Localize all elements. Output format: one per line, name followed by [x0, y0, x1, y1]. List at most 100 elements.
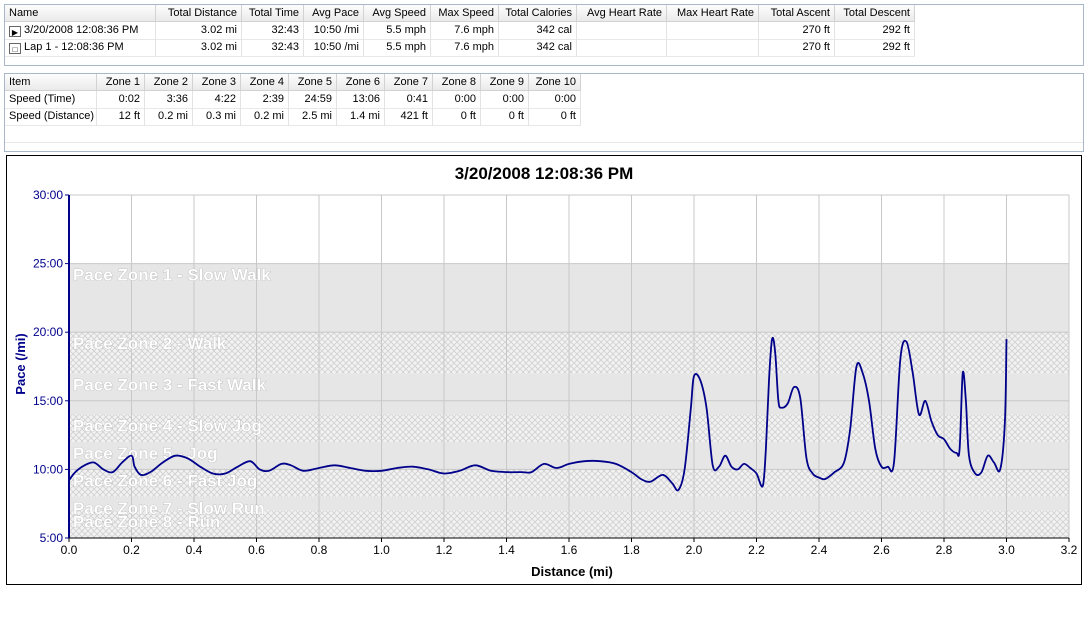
pace-zone-labels: Pace Zone 1 - Slow Walk Pace Zone 2 - Wal…: [73, 265, 272, 532]
cell-item: Speed (Distance): [5, 108, 97, 125]
cell-total-ascent: 270 ft: [759, 22, 835, 39]
x-tick-label: 2.4: [811, 543, 828, 557]
cell-zone-3: 4:22: [193, 91, 241, 108]
summary-header-row: Name Total Distance Total Time Avg Pace …: [5, 5, 915, 22]
cell-max-heart-rate: [667, 22, 759, 39]
x-tick-label: 3.2: [1061, 543, 1078, 557]
cell-name: □ Lap 1 - 12:08:36 PM: [5, 39, 156, 56]
x-tick-label: 1.8: [623, 543, 640, 557]
col-header-total-time[interactable]: Total Time: [242, 5, 304, 22]
pace-zone-label-8: Pace Zone 8 - Run: [73, 513, 220, 532]
cell-total-distance: 3.02 mi: [156, 22, 242, 39]
col-header-avg-speed[interactable]: Avg Speed: [364, 5, 431, 22]
pace-zone-label-5: Pace Zone 5 - Jog: [73, 444, 218, 463]
y-tick-label: 5:00: [40, 531, 64, 545]
cell-zone-9: 0 ft: [481, 108, 529, 125]
pace-zone-label-6: Pace Zone 6 - Fast Jog: [73, 471, 257, 490]
pace-zone-label-3: Pace Zone 3 - Fast Walk: [73, 375, 267, 394]
table-row[interactable]: Speed (Distance) 12 ft 0.2 mi 0.3 mi 0.2…: [5, 108, 581, 126]
col-header-total-ascent[interactable]: Total Ascent: [759, 5, 835, 22]
y-tick-label: 10:00: [33, 462, 63, 476]
summary-table: Name Total Distance Total Time Avg Pace …: [4, 4, 1084, 66]
chart-tick-labels: 0.0 0.2 0.4 0.6 0.8 1.0 1.2 1.4 1.6 1.8 2.0 2.2 2.4 2…: [33, 188, 1078, 557]
col-header-item[interactable]: Item: [5, 74, 97, 91]
col-header-zone-10[interactable]: Zone 10: [529, 74, 581, 91]
pace-zone-label-1: Pace Zone 1 - Slow Walk: [73, 266, 271, 285]
col-header-total-calories[interactable]: Total Calories: [499, 5, 577, 22]
x-tick-label: 3.0: [998, 543, 1015, 557]
cell-max-speed: 7.6 mph: [431, 39, 499, 56]
cell-zone-3: 0.3 mi: [193, 108, 241, 125]
cell-avg-heart-rate: [577, 39, 667, 56]
pace-zone-label-7: Pace Zone 7 - Slow Run: [73, 499, 265, 518]
pace-chart-panel[interactable]: 3/20/2008 12:08:36 PM Pace Zone 1 - Slow…: [6, 155, 1082, 585]
col-header-zone-8[interactable]: Zone 8: [433, 74, 481, 91]
table-row[interactable]: □ Lap 1 - 12:08:36 PM 3.02 mi 32:43 10:50…: [5, 39, 915, 57]
table-row[interactable]: Speed (Time) 0:02 3:36 4:22 2:39 24:59 1…: [5, 91, 581, 109]
cell-zone-2: 3:36: [145, 91, 193, 108]
cell-zone-5: 2.5 mi: [289, 108, 337, 125]
col-header-zone-9[interactable]: Zone 9: [481, 74, 529, 91]
cell-total-calories: 342 cal: [499, 22, 577, 39]
cell-total-time: 32:43: [242, 22, 304, 39]
cell-zone-10: 0 ft: [529, 108, 581, 125]
cell-zone-1: 12 ft: [97, 108, 145, 125]
col-header-total-distance[interactable]: Total Distance: [156, 5, 242, 22]
col-header-max-heart-rate[interactable]: Max Heart Rate: [667, 5, 759, 22]
x-axis-label: Distance (mi): [531, 564, 613, 579]
empty-row: [5, 125, 1083, 143]
y-tick-label: 25:00: [33, 257, 63, 271]
x-tick-label: 0.0: [61, 543, 78, 557]
cell-zone-6: 13:06: [337, 91, 385, 108]
cell-zone-9: 0:00: [481, 91, 529, 108]
col-header-zone-6[interactable]: Zone 6: [337, 74, 385, 91]
run-icon: ▶: [9, 26, 21, 37]
cell-zone-7: 421 ft: [385, 108, 433, 125]
cell-zone-10: 0:00: [529, 91, 581, 108]
cell-zone-2: 0.2 mi: [145, 108, 193, 125]
col-header-zone-3[interactable]: Zone 3: [193, 74, 241, 91]
cell-avg-speed: 5.5 mph: [364, 22, 431, 39]
x-tick-label: 1.2: [436, 543, 453, 557]
cell-zone-8: 0 ft: [433, 108, 481, 125]
chart-title: 3/20/2008 12:08:36 PM: [455, 164, 634, 183]
col-header-total-descent[interactable]: Total Descent: [835, 5, 915, 22]
col-header-name[interactable]: Name: [5, 5, 156, 22]
col-header-zone-5[interactable]: Zone 5: [289, 74, 337, 91]
col-header-zone-4[interactable]: Zone 4: [241, 74, 289, 91]
x-tick-label: 1.6: [561, 543, 578, 557]
col-header-avg-heart-rate[interactable]: Avg Heart Rate: [577, 5, 667, 22]
cell-avg-speed: 5.5 mph: [364, 39, 431, 56]
y-tick-label: 30:00: [33, 188, 63, 202]
zone-table: Item Zone 1 Zone 2 Zone 3 Zone 4 Zone 5 …: [4, 73, 1084, 152]
pace-zone-label-2: Pace Zone 2 - Walk: [73, 334, 227, 353]
pace-series-line: [68, 336, 1008, 492]
y-tick-label: 20:00: [33, 325, 63, 339]
col-header-zone-1[interactable]: Zone 1: [97, 74, 145, 91]
cell-name: ▶ 3/20/2008 12:08:36 PM: [5, 22, 156, 39]
cell-zone-7: 0:41: [385, 91, 433, 108]
y-tick-label: 15:00: [33, 394, 63, 408]
cell-total-ascent: 270 ft: [759, 39, 835, 56]
x-tick-label: 2.0: [686, 543, 703, 557]
col-header-avg-pace[interactable]: Avg Pace: [304, 5, 364, 22]
cell-total-descent: 292 ft: [835, 39, 915, 56]
cell-zone-8: 0:00: [433, 91, 481, 108]
x-tick-label: 0.6: [248, 543, 265, 557]
cell-max-speed: 7.6 mph: [431, 22, 499, 39]
cell-zone-5: 24:59: [289, 91, 337, 108]
col-header-max-speed[interactable]: Max Speed: [431, 5, 499, 22]
cell-avg-pace: 10:50 /mi: [304, 22, 364, 39]
x-tick-label: 0.8: [311, 543, 328, 557]
col-header-zone-2[interactable]: Zone 2: [145, 74, 193, 91]
x-tick-label: 1.4: [498, 543, 515, 557]
col-header-zone-7[interactable]: Zone 7: [385, 74, 433, 91]
y-axis-label: Pace (/mi): [13, 333, 28, 394]
cell-total-time: 32:43: [242, 39, 304, 56]
table-row[interactable]: ▶ 3/20/2008 12:08:36 PM 3.02 mi 32:43 10:…: [5, 22, 915, 40]
zone-header-row: Item Zone 1 Zone 2 Zone 3 Zone 4 Zone 5 …: [5, 74, 581, 91]
cell-total-descent: 292 ft: [835, 22, 915, 39]
x-tick-label: 2.6: [873, 543, 890, 557]
x-tick-label: 2.2: [748, 543, 765, 557]
lap-icon: □: [9, 43, 21, 54]
